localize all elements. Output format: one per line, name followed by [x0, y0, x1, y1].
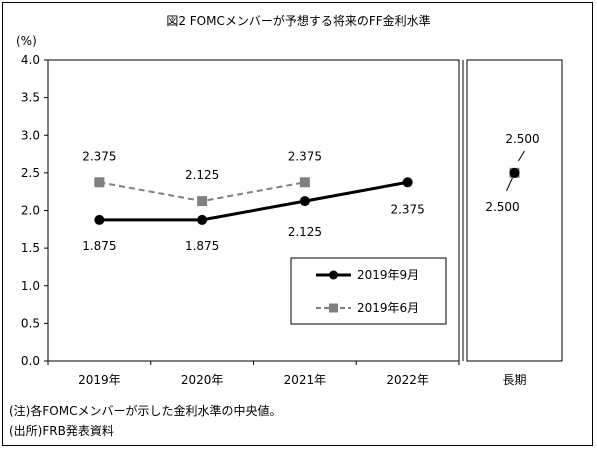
data-point-0 — [299, 196, 310, 207]
long-run-plot-border — [466, 59, 563, 362]
y-tick-label: 0.0 — [21, 354, 40, 368]
data-label: 2.125 — [185, 168, 219, 182]
y-tick-label: 1.5 — [21, 241, 40, 255]
y-tick-label: 3.0 — [21, 128, 40, 142]
data-label: 1.875 — [82, 239, 116, 253]
footnote: (注)各FOMCメンバーが示した金利水準の中央値。 — [9, 404, 282, 418]
data-label: 2.125 — [288, 225, 322, 239]
data-point-1 — [299, 177, 310, 188]
long-run-point-0 — [509, 167, 520, 178]
y-tick-label: 2.0 — [21, 204, 40, 218]
data-point-0 — [402, 177, 413, 188]
legend-label: 2019年6月 — [357, 301, 419, 315]
y-tick-label: 4.0 — [21, 53, 40, 67]
legend-label: 2019年9月 — [357, 268, 419, 282]
x-tick-label: 2021年 — [284, 373, 327, 387]
leader-line — [506, 177, 513, 192]
data-point-0 — [197, 214, 208, 225]
chart-title: 図2 FOMCメンバーが予想する将来のFF金利水準 — [166, 14, 431, 28]
legend-marker-1 — [329, 303, 338, 313]
long-run-label: 2.500 — [505, 132, 539, 146]
chart-frame — [2, 2, 593, 446]
data-label: 2.375 — [390, 202, 424, 216]
y-tick-label: 2.5 — [21, 166, 40, 180]
legend-marker-0 — [329, 270, 338, 280]
long-run-label: 2.500 — [485, 200, 519, 214]
data-label: 2.375 — [288, 149, 322, 163]
data-point-1 — [94, 177, 105, 188]
y-axis-unit-label: (%) — [16, 34, 37, 48]
x-tick-label: 2019年 — [78, 373, 121, 387]
y-tick-label: 3.5 — [21, 91, 40, 105]
data-label: 1.875 — [185, 239, 219, 253]
x-tick-label: 2022年 — [386, 373, 429, 387]
x-tick-label: 2020年 — [181, 373, 224, 387]
y-tick-label: 0.5 — [21, 316, 40, 330]
y-tick-label: 1.0 — [21, 279, 40, 293]
series-line-0 — [99, 180, 408, 222]
data-point-0 — [94, 214, 105, 225]
legend — [290, 257, 447, 325]
source-note: (出所)FRB発表資料 — [9, 424, 114, 438]
leader-line — [518, 150, 525, 162]
data-point-1 — [197, 196, 208, 207]
x-tick-label-long-run: 長期 — [502, 373, 526, 387]
data-label: 2.375 — [82, 149, 116, 163]
